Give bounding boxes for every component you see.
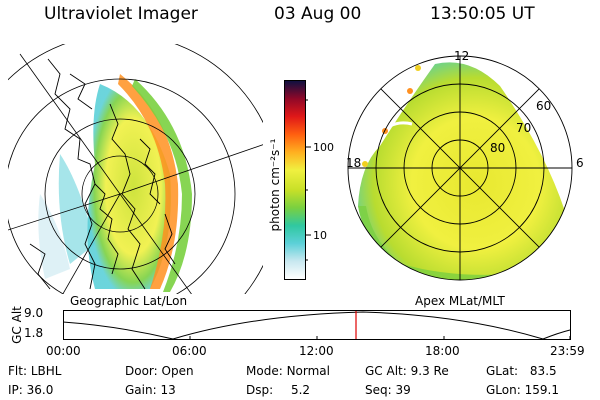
timeline-ytick-high: 9.0 (24, 306, 44, 320)
gc-altitude-label: GC Alt: (365, 364, 407, 378)
colorbar-tick-10: 10 (313, 229, 327, 242)
gc-altitude-info: GC Alt: 9.3 Re (365, 364, 449, 378)
mlt-label-18: 18 (346, 156, 361, 170)
timeline-xtick-0600: 06:00 (172, 344, 207, 358)
ip-value: 36.0 (26, 383, 54, 397)
timeline-axis-label: GC Alt (10, 306, 24, 344)
gain-label: Gain: (125, 383, 157, 397)
timeline-xtick-2359: 23:59 (550, 344, 585, 358)
ip-label: IP: (8, 383, 23, 397)
gain-info: Gain: 13 (125, 383, 176, 397)
colorbar-unit-label: photon cm⁻²s⁻¹ (268, 138, 282, 232)
door-label: Door: (125, 364, 158, 378)
mlat-label-70: 70 (516, 121, 531, 135)
filter-info: Flt: LBHL (8, 364, 61, 378)
colorbar-tick-100: 100 (313, 141, 334, 154)
geo-latitude-info: GLat: 83.5 (486, 364, 557, 378)
mlt-label-12: 12 (454, 49, 469, 63)
timeline-xtick-1800: 18:00 (425, 344, 460, 358)
door-value: Open (161, 364, 194, 378)
sequence-info: Seq: 39 (365, 383, 411, 397)
sequence-value: 39 (395, 383, 411, 397)
filter-label: Flt: (8, 364, 27, 378)
observation-date: 03 Aug 00 (274, 4, 362, 24)
mode-value: Normal (286, 364, 330, 378)
apex-panel-label: Apex MLat/MLT (415, 294, 505, 308)
filter-value: LBHL (30, 364, 62, 378)
timeline-ytick-low: 1.8 (24, 326, 44, 340)
altitude-timeline (63, 310, 571, 340)
dsp-value: 5.2 (290, 383, 311, 397)
mlat-label-80: 80 (490, 141, 505, 155)
timeline-xtick-1200: 12:00 (299, 344, 334, 358)
geo-longitude-label: GLon: (486, 383, 521, 397)
apex-polar-plot: 12 18 6 60 70 80 (346, 49, 584, 281)
mlt-label-6: 6 (576, 156, 584, 170)
observation-time: 13:50:05 UT (430, 4, 535, 24)
dsp-label: Dsp: (246, 383, 274, 397)
sequence-label: Seq: (365, 383, 392, 397)
gc-altitude-value: 9.3 Re (410, 364, 449, 378)
geo-latitude-value: 83.5 (529, 364, 557, 378)
geographic-panel-label: Geographic Lat/Lon (70, 294, 188, 308)
colorbar (284, 80, 306, 280)
gain-value: 13 (160, 383, 176, 397)
dsp-info: Dsp: 5.2 (246, 383, 310, 397)
geo-latitude-label: GLat: (486, 364, 519, 378)
geographic-auroral-image (8, 44, 263, 294)
geo-longitude-info: GLon: 159.1 (486, 383, 559, 397)
timeline-xtick-0000: 00:00 (46, 344, 81, 358)
colorbar-ticks: 100 10 (305, 99, 334, 261)
mode-label: Mode: (246, 364, 283, 378)
mode-info: Mode: Normal (246, 364, 330, 378)
ip-info: IP: 36.0 (8, 383, 53, 397)
geo-longitude-value: 159.1 (524, 383, 559, 397)
instrument-title: Ultraviolet Imager (44, 4, 198, 24)
door-info: Door: Open (125, 364, 194, 378)
mlat-label-60: 60 (536, 99, 551, 113)
